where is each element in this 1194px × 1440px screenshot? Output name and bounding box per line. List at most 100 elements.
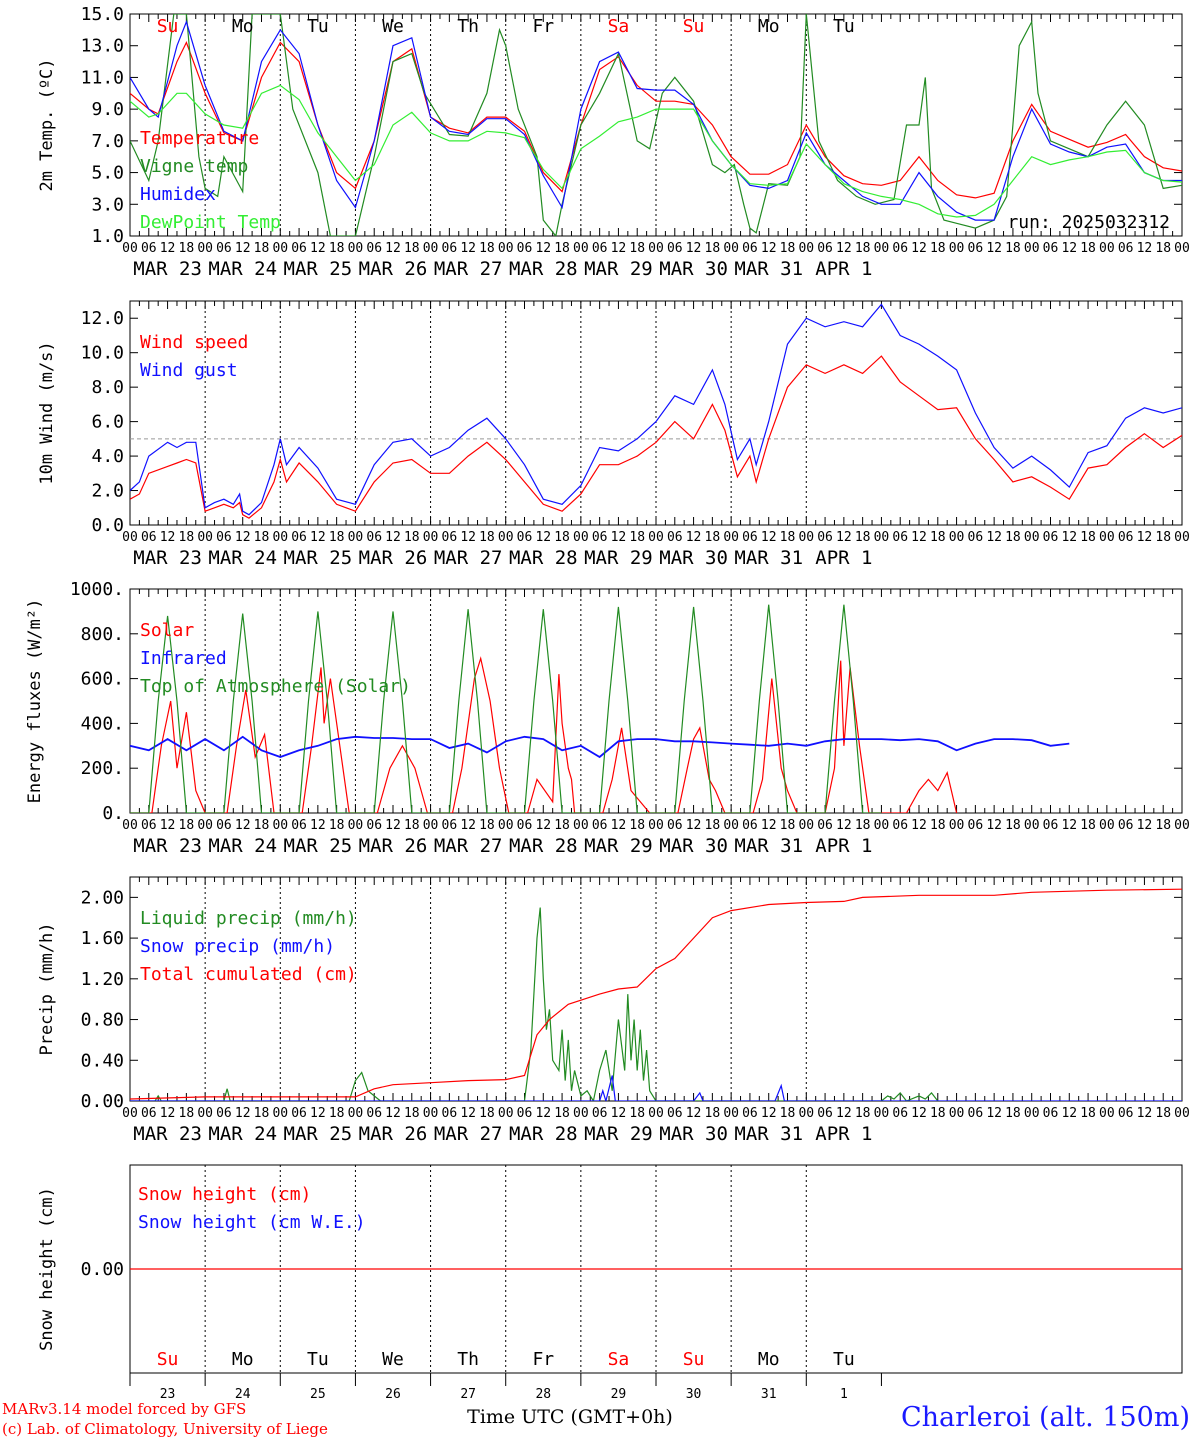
- date-label: MAR 28: [509, 1123, 578, 1145]
- hour-tick-label: 00: [272, 530, 288, 545]
- hour-tick-label: 06: [442, 530, 458, 545]
- date-label: MAR 30: [659, 547, 728, 569]
- y-tick-label: 0.80: [81, 1010, 124, 1031]
- hour-tick-label: 18: [329, 1106, 345, 1121]
- weekday-label: Sa: [608, 16, 630, 37]
- hour-tick-label: 18: [179, 1106, 195, 1121]
- hour-tick-label: 18: [254, 530, 270, 545]
- hour-tick-label: 00: [573, 818, 589, 833]
- bottom-weekday-label: Th: [457, 1349, 479, 1370]
- hour-tick-label: 18: [329, 241, 345, 256]
- date-label: MAR 28: [509, 258, 578, 280]
- hour-tick-label: 06: [216, 818, 232, 833]
- series-line-wind-gust: [130, 303, 1182, 516]
- date-label: MAR 24: [208, 547, 277, 569]
- weekday-label: We: [382, 16, 404, 37]
- hour-tick-label: 06: [1118, 530, 1134, 545]
- hour-tick-label: 00: [122, 530, 138, 545]
- credit-lab: (c) Lab. of Climatology, University of L…: [2, 1420, 328, 1438]
- legend-snow-height-we: Snow height (cm W.E.): [138, 1212, 366, 1233]
- bottom-weekday-label: We: [382, 1349, 404, 1370]
- date-label: MAR 31: [734, 1123, 803, 1145]
- hour-tick-label: 06: [742, 818, 758, 833]
- date-label: MAR 23: [133, 258, 202, 280]
- y-tick-label: 9.0: [91, 99, 124, 120]
- hour-tick-label: 06: [517, 530, 533, 545]
- hour-tick-label: 00: [1099, 241, 1115, 256]
- hour-tick-label: 12: [1061, 1106, 1077, 1121]
- hour-tick-label: 00: [723, 241, 739, 256]
- wind-yaxis-label: 10m Wind (m/s): [37, 341, 57, 484]
- date-label: MAR 28: [509, 547, 578, 569]
- hour-tick-label: 18: [254, 241, 270, 256]
- hour-tick-label: 06: [1043, 241, 1059, 256]
- hour-tick-label: 06: [968, 1106, 984, 1121]
- hour-tick-label: 06: [216, 241, 232, 256]
- hour-tick-label: 06: [216, 1106, 232, 1121]
- hour-tick-label: 12: [611, 818, 627, 833]
- y-tick-label: 1.60: [81, 928, 124, 949]
- date-label: APR 1: [815, 1123, 872, 1145]
- hour-tick-label: 18: [1080, 818, 1096, 833]
- hour-tick-label: 00: [949, 818, 965, 833]
- weekday-label: Mo: [232, 16, 254, 37]
- date-label: MAR 27: [434, 835, 503, 857]
- hour-tick-label: 12: [385, 241, 401, 256]
- y-tick-label: 2.00: [81, 887, 124, 908]
- y-tick-label: 1000.: [70, 579, 124, 600]
- hour-tick-label: 06: [742, 1106, 758, 1121]
- hour-tick-label: 06: [892, 818, 908, 833]
- y-tick-label: 200.: [81, 758, 124, 779]
- hour-tick-label: 06: [968, 241, 984, 256]
- panel-snow: 0.00 Snow height (cm) Snow height (cm) S…: [37, 1164, 1183, 1374]
- weekday-label: Mo: [758, 16, 780, 37]
- legend-solar: Solar: [140, 620, 194, 641]
- hour-tick-label: 06: [141, 1106, 157, 1121]
- hour-tick-label: 00: [197, 818, 213, 833]
- series-line-snow-precip-mm-h-: [130, 1075, 1182, 1101]
- hour-tick-label: 12: [310, 818, 326, 833]
- date-label: APR 1: [815, 258, 872, 280]
- hour-tick-label: 18: [705, 818, 721, 833]
- hour-tick-label: 12: [310, 241, 326, 256]
- hour-tick-label: 18: [554, 1106, 570, 1121]
- hour-tick-label: 06: [817, 530, 833, 545]
- date-label: MAR 31: [734, 835, 803, 857]
- series-line-total-cumulated-cm-: [130, 888, 1182, 1100]
- weekday-label: Tu: [307, 16, 329, 37]
- hour-tick-label: 06: [1043, 1106, 1059, 1121]
- xaxis-label: Time UTC (GMT+0h): [467, 1406, 673, 1428]
- hour-tick-label: 12: [1061, 241, 1077, 256]
- hour-tick-label: 06: [1043, 530, 1059, 545]
- date-label: MAR 23: [133, 1123, 202, 1145]
- hour-tick-label: 12: [986, 530, 1002, 545]
- date-label: MAR 24: [208, 1123, 277, 1145]
- hour-tick-label: 06: [366, 818, 382, 833]
- hour-tick-label: 18: [404, 241, 420, 256]
- hour-tick-label: 12: [836, 530, 852, 545]
- hour-tick-label: 18: [930, 530, 946, 545]
- legend-infrared: Infrared: [140, 648, 227, 669]
- hour-tick-label: 00: [1174, 241, 1190, 256]
- hour-tick-label: 12: [535, 530, 551, 545]
- date-label: MAR 25: [284, 1123, 353, 1145]
- hour-tick-label: 18: [1080, 530, 1096, 545]
- date-label: MAR 30: [659, 1123, 728, 1145]
- hour-tick-label: 12: [310, 530, 326, 545]
- y-tick-label: 1.0: [91, 226, 124, 247]
- hour-tick-label: 18: [780, 1106, 796, 1121]
- hour-tick-label: 00: [197, 530, 213, 545]
- bottom-weekday-label: Su: [157, 1349, 179, 1370]
- series-line-humidex: [130, 20, 1182, 221]
- date-label: MAR 28: [509, 835, 578, 857]
- series-line-temperature: [130, 40, 1182, 199]
- hour-tick-label: 06: [517, 1106, 533, 1121]
- energy-plot-area: 0.200.400.600.800.1000.00 06 12 18 00 06 12 18 0…: [70, 579, 1190, 857]
- hour-tick-label: 06: [291, 818, 307, 833]
- hour-tick-label: 12: [160, 530, 176, 545]
- hour-tick-label: 06: [892, 1106, 908, 1121]
- y-tick-label: 8.0: [91, 377, 124, 398]
- date-label: APR 1: [815, 547, 872, 569]
- panel-energy: 0.200.400.600.800.1000.00 06 12 18 00 06 12 18 0…: [25, 579, 1190, 857]
